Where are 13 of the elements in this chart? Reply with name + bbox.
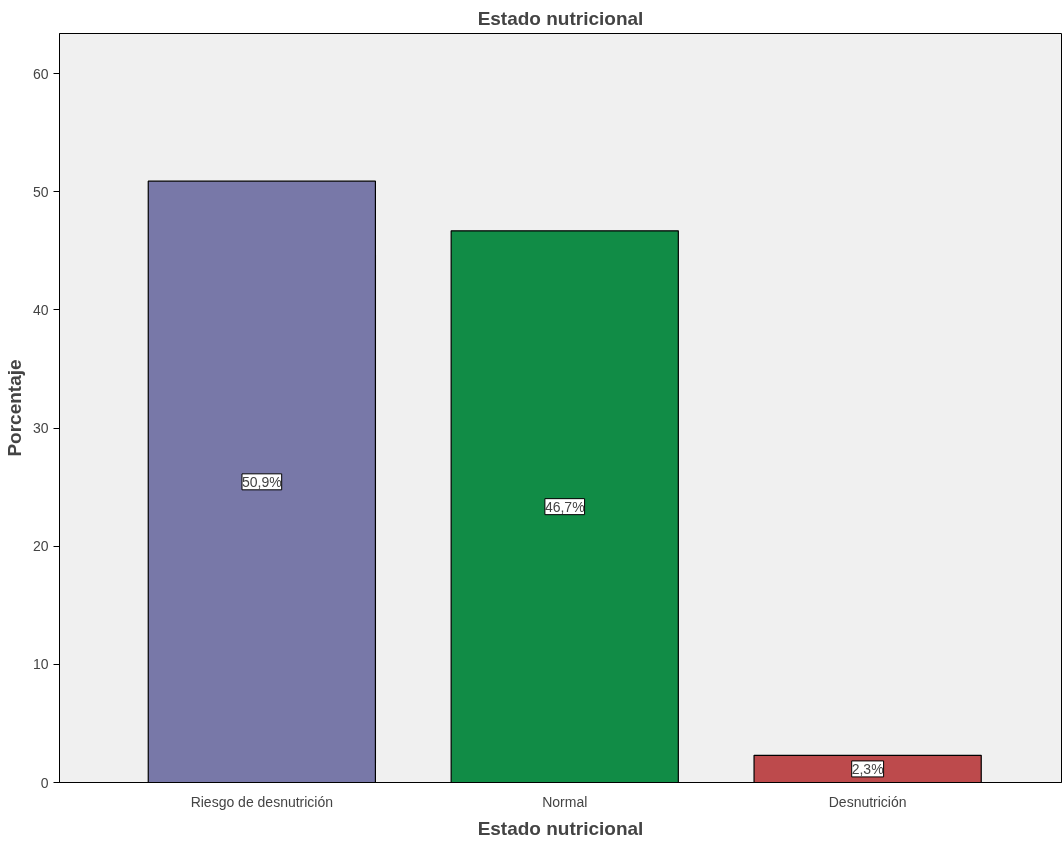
x-tick-label: Desnutrición <box>828 793 907 810</box>
y-tick-label: 50 <box>32 183 49 200</box>
y-tick-label: 20 <box>32 538 49 555</box>
x-axis-title: Estado nutricional <box>477 817 644 839</box>
y-tick-label: 40 <box>32 301 49 318</box>
y-tick-label: 30 <box>32 420 49 437</box>
y-axis-title: Porcentaje <box>3 359 25 457</box>
x-tick-label: Normal <box>542 793 588 810</box>
y-tick-label: 0 <box>40 774 49 791</box>
x-tick-label: Riesgo de desnutrición <box>190 793 334 810</box>
y-tick-label: 60 <box>32 65 49 82</box>
chart-title: Estado nutricional <box>477 7 644 29</box>
y-tick-label: 10 <box>32 656 49 673</box>
